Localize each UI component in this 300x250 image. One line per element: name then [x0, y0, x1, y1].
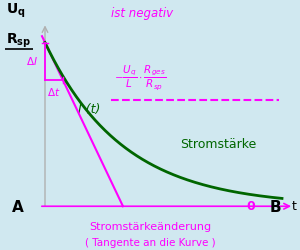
Text: Stromstärke: Stromstärke	[180, 138, 256, 151]
Text: B: B	[270, 200, 282, 215]
Text: ( Tangente an die Kurve ): ( Tangente an die Kurve )	[85, 238, 215, 248]
Text: $\mathbf{R_{sp}}$: $\mathbf{R_{sp}}$	[6, 32, 31, 50]
Text: 0: 0	[246, 200, 255, 213]
Text: $-\dfrac{U_q}{L}\cdot\dfrac{R_{ges}}{R_{sp}}$: $-\dfrac{U_q}{L}\cdot\dfrac{R_{ges}}{R_{…	[114, 64, 166, 92]
Text: I (t): I (t)	[78, 104, 100, 117]
Text: A: A	[12, 200, 24, 215]
Text: Stromstärkeänderung: Stromstärkeänderung	[89, 222, 211, 232]
Text: t: t	[292, 200, 297, 213]
Text: $\Delta I$: $\Delta I$	[26, 55, 38, 67]
Text: $\mathbf{U_q}$: $\mathbf{U_q}$	[6, 2, 26, 20]
Text: $\Delta t$: $\Delta t$	[47, 86, 61, 98]
Text: ist negativ: ist negativ	[111, 7, 173, 20]
